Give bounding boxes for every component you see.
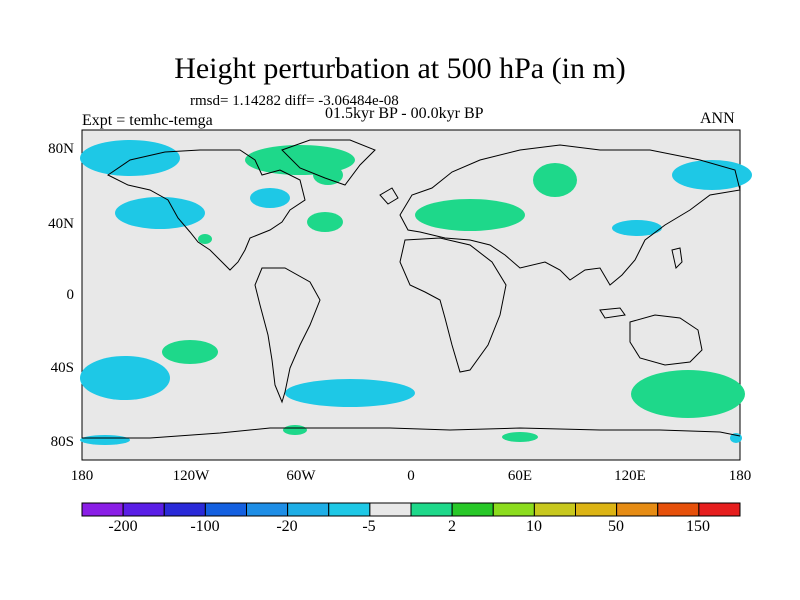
period-label: 01.5kyr BP - 00.0kyr BP	[325, 105, 484, 122]
experiment-label: Expt = temhc-temga	[82, 112, 213, 129]
lon-tick-60w: 60W	[286, 468, 316, 484]
anomaly-south-pacific	[80, 356, 170, 400]
colorbar-swatch	[451, 502, 494, 517]
colorbar-swatch	[81, 502, 124, 517]
anomaly-south-pacific-east	[162, 340, 218, 364]
map-title: Height perturbation at 500 hPa (in m)	[174, 52, 626, 85]
colorbar-swatch	[698, 502, 741, 517]
anomaly-east-siberia	[672, 160, 752, 190]
colorbar-swatch	[246, 502, 289, 517]
anomaly-antarctic-west	[80, 435, 130, 445]
anomaly-antarctic-coast	[283, 425, 307, 435]
lat-tick-0: 0	[66, 287, 75, 303]
colorbar-swatch	[533, 502, 576, 517]
season-label: ANN	[700, 110, 735, 127]
colorbar-swatch	[287, 502, 330, 517]
colorbar-label: -20	[276, 518, 298, 535]
lat-tick-40N: 40N	[48, 216, 74, 232]
lat-tick-80N: 80N	[48, 141, 74, 157]
colorbar-label: 10	[526, 518, 542, 535]
anomaly-siberia	[533, 163, 577, 197]
anomaly-north-pacific	[115, 197, 205, 229]
anomaly-greenland-south	[313, 165, 343, 185]
colorbar-label: -200	[108, 518, 138, 535]
coastlines	[82, 139, 741, 439]
anomaly-south-atlantic	[285, 379, 415, 407]
anomaly-east-asia	[612, 220, 662, 236]
colorbar-swatch	[122, 502, 165, 517]
lon-tick-120e: 120E	[614, 468, 646, 484]
colorbar	[81, 502, 741, 517]
map-panel	[81, 129, 741, 461]
colorbar-label: -5	[362, 518, 376, 535]
colorbar-swatch	[369, 502, 412, 517]
anomaly-mid-atlantic	[307, 212, 343, 232]
colorbar-label: 50	[608, 518, 624, 535]
negative-anomaly-regions	[80, 140, 752, 445]
anomaly-antarctic-central	[502, 432, 538, 442]
rmsd-diff-stats: rmsd= 1.14282 diff= -3.06484e-08	[190, 93, 399, 109]
anomaly-australia-south	[631, 370, 745, 418]
lon-tick-120w: 120W	[172, 468, 210, 484]
lon-tick-180e: 180	[728, 468, 752, 484]
anomaly-hudson	[250, 188, 290, 208]
lon-tick-180w: 180	[70, 468, 94, 484]
lon-tick-0: 0	[407, 468, 415, 484]
lat-tick-80S: 80S	[50, 434, 74, 450]
colorbar-swatch	[410, 502, 453, 517]
lat-tick-40S: 40S	[50, 360, 74, 376]
anomaly-mexico	[198, 234, 212, 244]
colorbar-swatch	[657, 502, 700, 517]
colorbar-label: 150	[686, 518, 710, 535]
colorbar-label: -100	[190, 518, 220, 535]
colorbar-swatch	[328, 502, 371, 517]
colorbar-swatch	[204, 502, 247, 517]
colorbar-swatch	[616, 502, 659, 517]
colorbar-swatch	[575, 502, 618, 517]
colorbar-label: 2	[448, 518, 456, 535]
anomaly-europe	[415, 199, 525, 231]
lon-tick-60e: 60E	[507, 468, 533, 484]
anomaly-north-pacific-west	[80, 140, 180, 176]
colorbar-swatch	[492, 502, 535, 517]
colorbar-swatch	[163, 502, 206, 517]
